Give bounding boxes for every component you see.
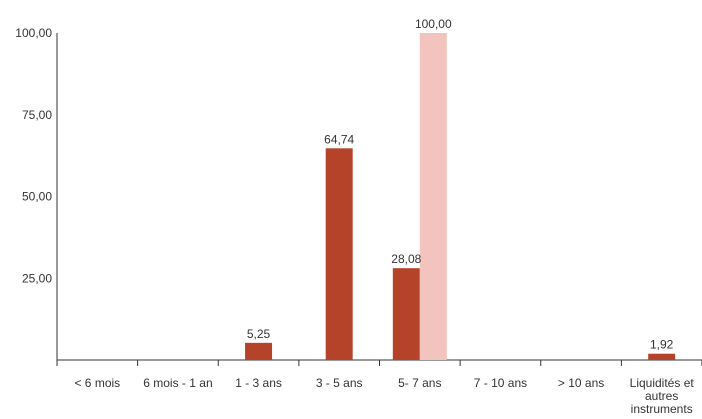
bar-series-1 xyxy=(648,353,676,360)
x-category-label: 5- 7 ans xyxy=(398,376,441,390)
x-category-label-line: autres xyxy=(645,389,678,403)
bar-series-1 xyxy=(325,148,353,360)
x-category-label-line: 7 - 10 ans xyxy=(474,376,527,390)
x-category-label-line: 6 mois - 1 an xyxy=(143,376,212,390)
x-category-label: > 10 ans xyxy=(558,376,604,390)
bar-value-label: 64,74 xyxy=(324,132,354,146)
bar-value-label: 1,92 xyxy=(650,338,674,352)
x-category-label-line: Liquidités et xyxy=(630,376,695,390)
bar-value-label: 100,00 xyxy=(415,17,452,31)
x-category-label-line: > 10 ans xyxy=(558,376,604,390)
bar-series-1 xyxy=(392,268,420,360)
x-category-label: 7 - 10 ans xyxy=(474,376,527,390)
x-category-label: 3 - 5 ans xyxy=(316,376,363,390)
y-tick-label: 75,00 xyxy=(22,108,52,122)
bar-series-1 xyxy=(245,342,273,360)
y-tick-label: 25,00 xyxy=(22,271,52,285)
y-tick-label: 50,00 xyxy=(22,190,52,204)
x-category-label-line: instruments xyxy=(631,402,693,416)
x-category-label-line: 1 - 3 ans xyxy=(235,376,282,390)
x-category-label-line: 3 - 5 ans xyxy=(316,376,363,390)
y-tick-label: 100,00 xyxy=(15,26,52,40)
x-axis-ticks: < 6 mois 6 mois - 1 an 1 - 3 ans 3 - 5 ans 5… xyxy=(56,360,702,416)
bar-series-2 xyxy=(419,33,447,360)
x-category-label: Liquidités et autres instruments xyxy=(630,376,695,416)
bars-group xyxy=(245,33,676,360)
x-category-label-line: 5- 7 ans xyxy=(398,376,441,390)
data-labels-group: 5,25 64,74 28,08 100,00 1,92 xyxy=(247,17,674,352)
x-category-label: < 6 mois xyxy=(74,376,120,390)
x-category-label: 1 - 3 ans xyxy=(235,376,282,390)
x-category-label: 6 mois - 1 an xyxy=(143,376,212,390)
y-axis-ticks: 25,00 50,00 75,00 100,00 xyxy=(15,26,52,285)
bar-value-label: 28,08 xyxy=(391,252,421,266)
bar-value-label: 5,25 xyxy=(247,327,271,341)
x-category-label-line: < 6 mois xyxy=(74,376,120,390)
